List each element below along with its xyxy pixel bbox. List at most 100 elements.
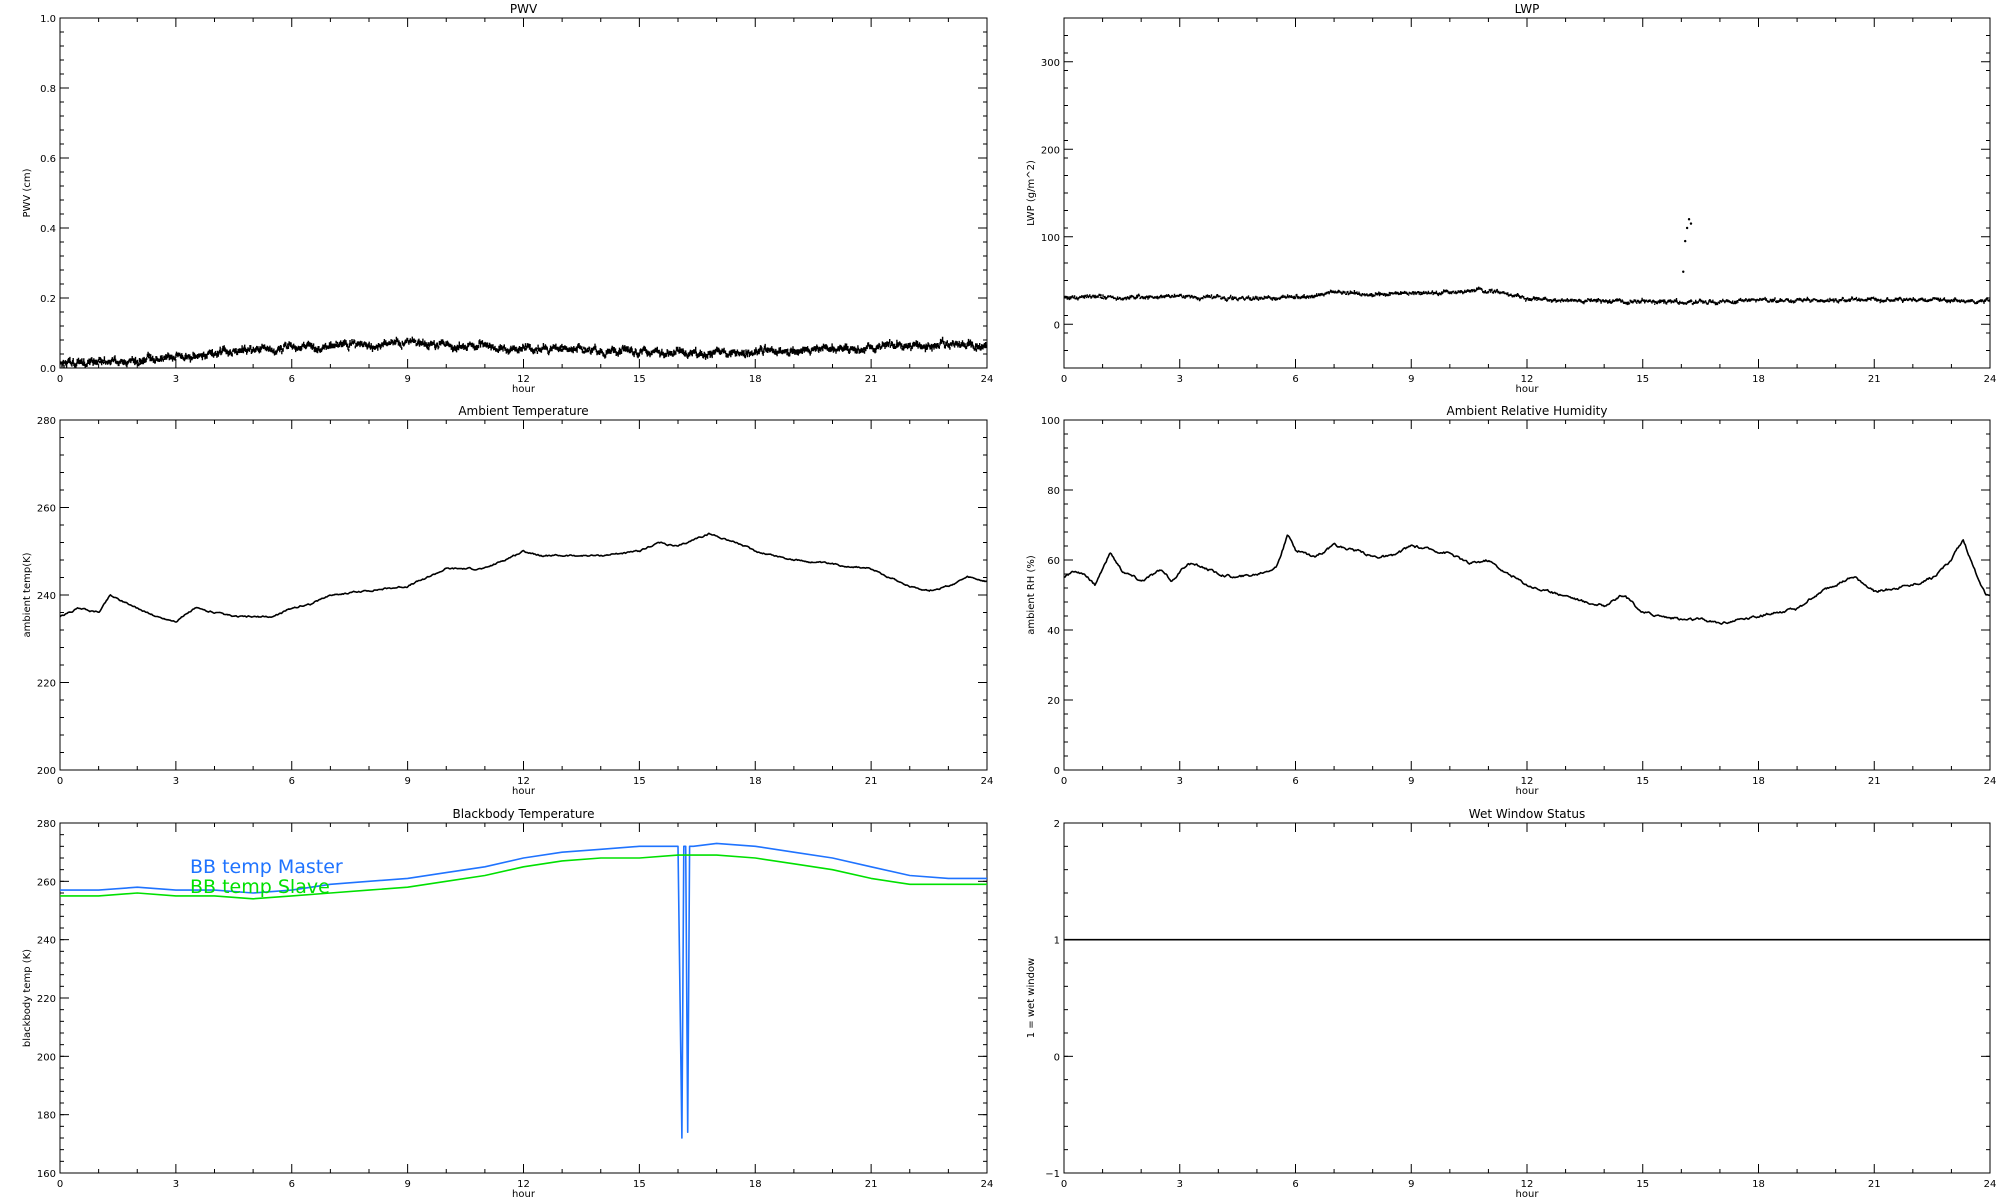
chart-2: Ambient Temperature 0 3 6 9 12 15 18 21 24 hour 200… — [22, 404, 993, 797]
y-tick-label: 220 — [37, 994, 56, 1005]
series-0 — [60, 336, 987, 368]
y-tick-label: 100 — [1041, 233, 1060, 244]
data-band — [60, 336, 987, 368]
data-point — [1683, 239, 1687, 243]
y-tick-label: 200 — [37, 1052, 56, 1063]
y-tick-label: 20 — [1047, 696, 1060, 707]
y-tick-label: 160 — [37, 1169, 56, 1180]
y-axis-label: blackbody temp (K) — [22, 949, 33, 1047]
y-tick-label: 200 — [1041, 145, 1060, 156]
x-tick-label: 6 — [1292, 374, 1298, 385]
series-line — [60, 854, 987, 900]
chart-title: PWV — [510, 2, 538, 16]
x-tick-label: 3 — [173, 1179, 179, 1190]
plot-frame — [59, 419, 988, 771]
series-line — [60, 842, 987, 1139]
y-tick-label: 260 — [37, 504, 56, 515]
x-tick-label: 21 — [1868, 374, 1881, 385]
y-tick-label: 0 — [1054, 320, 1060, 331]
y-tick-label: 0.0 — [40, 364, 56, 375]
series-0 — [60, 842, 987, 1139]
x-tick-label: 21 — [1868, 776, 1881, 787]
series-line — [60, 532, 987, 623]
series-0 — [60, 532, 987, 623]
plot-frame — [1063, 17, 1991, 369]
x-tick-label: 6 — [1292, 1179, 1298, 1190]
y-axis-label: ambient temp(K) — [22, 552, 33, 637]
y-tick-label: 0.6 — [40, 154, 56, 165]
x-tick-label: 24 — [1984, 374, 1997, 385]
x-axis-label: hour — [512, 786, 536, 797]
data-point — [1685, 226, 1689, 230]
x-tick-label: 15 — [1636, 1179, 1649, 1190]
y-tick-label: 240 — [37, 936, 56, 947]
x-axis-label: hour — [1516, 384, 1540, 395]
x-tick-label: 15 — [1636, 776, 1649, 787]
chart-title: Ambient Temperature — [458, 404, 588, 418]
x-tick-label: 0 — [1061, 374, 1067, 385]
series-1 — [60, 854, 987, 900]
y-tick-label: 0 — [1054, 1052, 1060, 1063]
y-tick-label: 1.0 — [40, 14, 56, 25]
y-tick-label: 0 — [1054, 766, 1060, 777]
x-tick-label: 9 — [404, 374, 410, 385]
x-tick-label: 0 — [1061, 1179, 1067, 1190]
x-tick-label: 24 — [1984, 776, 1997, 787]
x-tick-label: 21 — [865, 776, 878, 787]
x-tick-label: 21 — [865, 1179, 878, 1190]
x-axis-label: hour — [1516, 786, 1540, 797]
x-tick-label: 3 — [1177, 776, 1183, 787]
x-tick-label: 12 — [517, 776, 530, 787]
chart-4: Blackbody Temperature 0 3 6 9 12 15 18 21 24 hour 1… — [22, 807, 993, 1200]
chart-title: LWP — [1515, 2, 1540, 16]
x-tick-label: 24 — [981, 1179, 994, 1190]
x-tick-label: 6 — [289, 374, 295, 385]
y-tick-label: 80 — [1047, 486, 1060, 497]
series-0 — [1064, 534, 1990, 625]
x-tick-label: 24 — [1984, 1179, 1997, 1190]
x-tick-label: 6 — [289, 776, 295, 787]
y-tick-label: 40 — [1047, 626, 1060, 637]
x-axis-label: hour — [512, 384, 536, 395]
series-line — [1064, 534, 1990, 625]
x-tick-label: 6 — [1292, 776, 1298, 787]
x-tick-label: 12 — [1521, 776, 1534, 787]
x-tick-label: 18 — [749, 776, 762, 787]
x-tick-label: 18 — [1752, 1179, 1765, 1190]
x-tick-label: 3 — [1177, 374, 1183, 385]
x-tick-label: 12 — [517, 374, 530, 385]
x-tick-label: 9 — [404, 776, 410, 787]
x-tick-label: 0 — [1061, 776, 1067, 787]
y-tick-label: 240 — [37, 591, 56, 602]
x-tick-label: 12 — [1521, 1179, 1534, 1190]
x-tick-label: 9 — [1408, 776, 1414, 787]
y-tick-label: 180 — [37, 1111, 56, 1122]
x-tick-label: 18 — [749, 374, 762, 385]
x-tick-label: 3 — [1177, 1179, 1183, 1190]
y-tick-label: 0.8 — [40, 84, 56, 95]
x-tick-label: 9 — [1408, 1179, 1414, 1190]
y-tick-label: −1 — [1045, 1169, 1060, 1180]
x-tick-label: 9 — [1408, 374, 1414, 385]
legend-entry: BB temp Master — [190, 856, 343, 878]
y-axis-label: 1 = wet window — [1026, 958, 1037, 1038]
series-1 — [1682, 218, 1693, 273]
chart-title: Blackbody Temperature — [453, 807, 595, 821]
x-axis-label: hour — [512, 1189, 536, 1200]
x-tick-label: 15 — [633, 776, 646, 787]
x-tick-label: 18 — [1752, 374, 1765, 385]
legend-entry: BB temp Slave — [190, 876, 330, 898]
x-tick-label: 24 — [981, 776, 994, 787]
y-tick-label: 0.2 — [40, 294, 56, 305]
x-tick-label: 0 — [57, 374, 63, 385]
x-tick-label: 6 — [289, 1179, 295, 1190]
y-tick-label: 1 — [1054, 936, 1060, 947]
x-tick-label: 12 — [517, 1179, 530, 1190]
x-tick-label: 15 — [633, 1179, 646, 1190]
data-point — [1682, 270, 1685, 273]
y-axis-label: PWV (cm) — [22, 168, 33, 217]
x-tick-label: 3 — [173, 776, 179, 787]
y-tick-label: 220 — [37, 679, 56, 690]
